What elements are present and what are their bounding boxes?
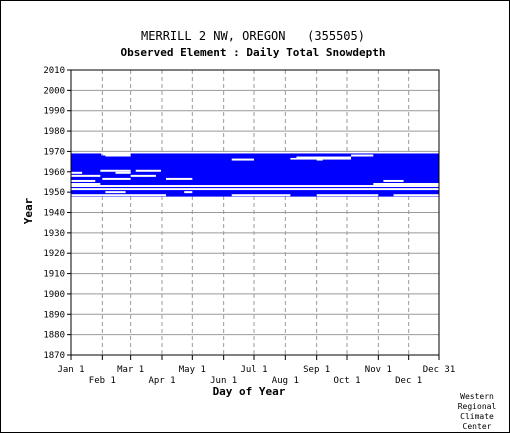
y-tick-label: 2000 <box>43 86 65 96</box>
coverage-cell <box>71 173 439 177</box>
gap-cell <box>100 169 131 172</box>
y-tick-label: 1870 <box>43 351 65 361</box>
gap-cell <box>316 158 323 161</box>
gap-cell <box>71 174 101 177</box>
coverage-cell <box>71 186 439 189</box>
y-tick-label: 1900 <box>43 290 65 300</box>
y-axis-label: Year <box>22 197 35 224</box>
coverage-cell <box>71 161 439 165</box>
y-tick-label: 1890 <box>43 310 65 320</box>
gap-cell <box>71 188 439 191</box>
gap-cell <box>102 177 131 180</box>
coverage-cell <box>71 181 439 185</box>
y-tick-label: 1960 <box>43 168 65 178</box>
credit-line-3: Climate <box>460 412 494 421</box>
coverage-cell <box>71 175 439 179</box>
y-tick-label: 1970 <box>43 147 65 157</box>
gap-cell <box>105 191 126 194</box>
gap-cell <box>130 174 156 177</box>
gap-cell <box>135 169 161 172</box>
gap-cell <box>184 191 193 194</box>
coverage-cell <box>71 177 439 181</box>
gap-cell <box>71 194 167 197</box>
coverage-cell <box>71 165 439 169</box>
gap-cell <box>231 158 254 161</box>
y-tick-label: 1910 <box>43 270 65 280</box>
coverage-cell <box>71 169 439 173</box>
gap-cell <box>71 171 83 174</box>
x-tick-label: Apr 1 <box>148 376 175 386</box>
gap-cell <box>383 179 404 182</box>
gap-cell <box>393 194 439 197</box>
coverage-cell <box>71 190 439 193</box>
x-tick-label: Aug 1 <box>272 376 299 386</box>
y-tick-label: 1930 <box>43 229 65 239</box>
wrcc-credit: Western Regional Climate Center <box>458 392 497 431</box>
coverage-cell <box>71 167 439 171</box>
gap-cell <box>373 183 439 185</box>
x-tick-label: Nov 1 <box>365 365 392 375</box>
coverage-cell <box>71 179 439 183</box>
gap-cell <box>105 154 131 157</box>
gap-cell <box>115 171 131 174</box>
coverage-cell <box>71 171 439 175</box>
credit-line-2: Regional <box>458 402 497 411</box>
y-tick-label: 1940 <box>43 209 65 219</box>
x-tick-label: Feb 1 <box>89 376 116 386</box>
gap-cell <box>71 183 101 185</box>
gap-cell <box>71 185 439 188</box>
x-tick-label: Oct 1 <box>333 376 360 386</box>
gap-cell <box>316 194 379 197</box>
coverage-cell <box>71 157 291 160</box>
coverage-cell <box>71 163 439 167</box>
y-tick-label: 1990 <box>43 107 65 117</box>
x-tick-label: Dec 31 <box>423 365 456 375</box>
x-tick-label: May 1 <box>179 365 206 375</box>
y-tick-label: 1950 <box>43 188 65 198</box>
x-tick-label: Dec 1 <box>395 376 422 386</box>
gap-cell <box>71 179 96 182</box>
x-tick-label: Mar 1 <box>117 365 144 375</box>
x-tick-label: Jun 1 <box>210 376 237 386</box>
credit-line-1: Western <box>460 392 494 401</box>
plot-area <box>71 69 439 356</box>
y-tick-label: 1920 <box>43 249 65 259</box>
gap-cell <box>351 154 374 157</box>
y-tick-label: 1880 <box>43 331 65 341</box>
gap-cell <box>296 156 352 159</box>
gap-cell <box>231 194 291 197</box>
chart-title: MERRILL 2 NW, OREGON (355505) <box>141 29 365 43</box>
axes: 1870 1880 1890 1900 1910 1920 1930 1940 1950 1960… <box>43 66 455 386</box>
y-tick-label: 2010 <box>43 66 65 76</box>
coverage-cell <box>71 155 439 158</box>
y-tick-label: 1980 <box>43 127 65 137</box>
coverage-cell <box>71 192 439 195</box>
x-tick-label: Jan 1 <box>57 365 84 375</box>
credit-line-4: Center <box>463 422 492 431</box>
coverage-cell <box>130 153 439 156</box>
coverage-cell <box>71 159 439 163</box>
coverage-cell <box>351 157 439 160</box>
chart-subtitle: Observed Element : Daily Total Snowdepth <box>121 46 386 59</box>
coverage-cell <box>71 153 102 156</box>
x-axis-label: Day of Year <box>213 385 286 398</box>
x-tick-label: Sep 1 <box>303 365 330 375</box>
x-tick-label: Jul 1 <box>240 365 267 375</box>
gap-cell <box>166 177 193 180</box>
